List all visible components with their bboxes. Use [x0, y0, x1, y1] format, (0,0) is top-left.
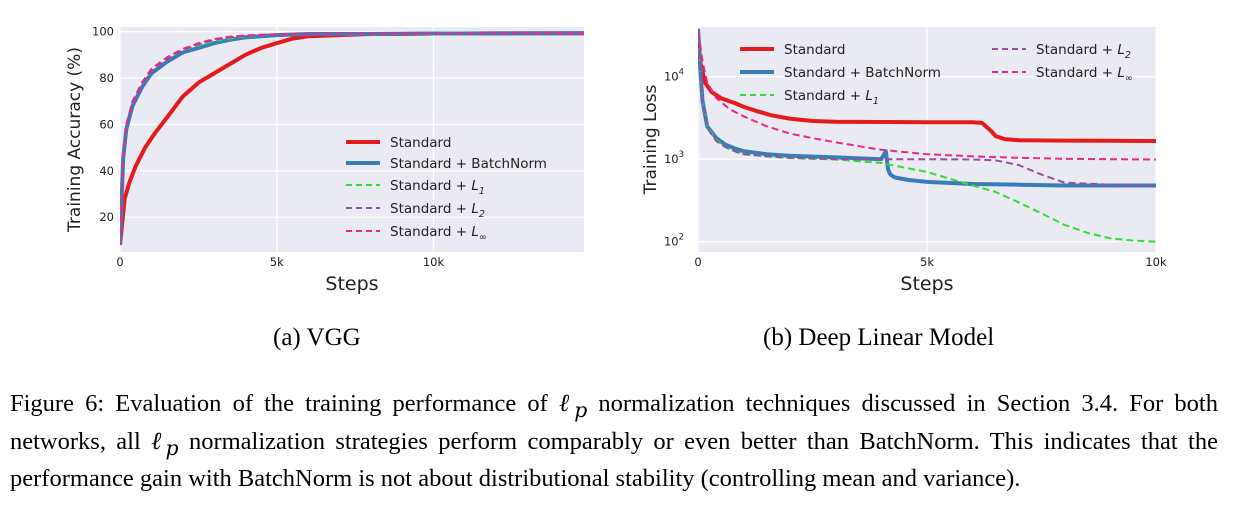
y-tick-label: 80 [99, 71, 114, 85]
x-axis-label: Steps [900, 273, 953, 295]
caption-lp-subscript-2: p [165, 435, 179, 460]
x-axis-label: Steps [325, 273, 378, 295]
legend-label-l: L [471, 224, 479, 240]
caption-text-3: normalization strategies perform compara… [10, 427, 1218, 492]
x-tick-label: 5k [920, 255, 934, 269]
subcaption-deep-linear-model: (b) Deep Linear Model [763, 324, 995, 351]
series-line-3 [698, 30, 1156, 187]
caption-lp-symbol-1: ℓ [558, 388, 575, 417]
figure-caption: Figure 6: Evaluation of the training per… [10, 388, 1218, 493]
x-tick-label: 5k [270, 255, 284, 269]
legend-label: Standard [784, 42, 845, 58]
y-tick-label: 104 [664, 68, 684, 84]
legend-label: Standard + L2 [1036, 42, 1131, 61]
y-axis-label: Training Accuracy (%) [65, 47, 85, 233]
y-tick-label: 103 [664, 150, 684, 166]
series-line-4 [698, 32, 1156, 161]
legend-label: Standard + L1 [784, 88, 879, 107]
subcaption-vgg: (a) VGG [273, 324, 361, 351]
series-line-4 [120, 32, 584, 246]
y-tick-label: 100 [92, 25, 114, 39]
x-tick-label: 10k [1145, 255, 1167, 269]
legend-label: Standard + BatchNorm [784, 65, 941, 81]
chart-vgg-training-accuracy: 0 5k 10k 20 40 60 80 100 Steps Training Accuracy … [65, 25, 584, 295]
caption-text-2: normalization techniques discussed in Se… [10, 390, 1218, 455]
y-tick-exponent: 2 [679, 233, 684, 243]
legend-label-subscript: ∞ [1125, 73, 1133, 84]
legend-label-l: L [1117, 42, 1125, 58]
legend-label: Standard + L1 [390, 178, 485, 197]
legend-label: Standard + L2 [390, 201, 485, 220]
legend-label-l: L [471, 201, 479, 217]
legend-label: Standard + L∞ [390, 224, 487, 243]
legend-label: Standard + L∞ [1036, 65, 1133, 84]
x-tick-label: 0 [694, 255, 701, 269]
caption-lp-symbol-2: ℓ [151, 425, 166, 455]
y-tick-exponent: 3 [679, 150, 684, 160]
legend-label-subscript: 2 [479, 209, 485, 220]
chart-deep-linear-training-loss: 0 5k 10k 102 103 104 Steps Training Loss Standar… [641, 27, 1167, 295]
legend-label-subscript: ∞ [479, 232, 487, 243]
y-tick-exponent: 4 [679, 68, 684, 78]
caption-text-1: Figure 6: Evaluation of the training per… [10, 390, 559, 417]
legend-label: Standard + BatchNorm [390, 156, 547, 172]
legend-label-l: L [1117, 65, 1125, 81]
legend-label: Standard [390, 135, 451, 151]
legend-label-subscript: 1 [873, 96, 879, 107]
y-tick-label: 20 [99, 210, 114, 224]
legend-label-subscript: 1 [479, 186, 485, 197]
y-axis-label: Training Loss [641, 84, 661, 195]
plot-area [120, 27, 584, 252]
legend-label-l: L [865, 88, 873, 104]
caption-lp-subscript-1: p [574, 397, 588, 422]
series-line-0 [698, 31, 1156, 143]
legend-label-subscript: 2 [1125, 50, 1131, 61]
y-tick-label: 102 [664, 233, 684, 249]
y-tick-label: 60 [99, 117, 114, 131]
legend-label-l: L [471, 178, 479, 194]
y-tick-label: 40 [99, 164, 114, 178]
x-tick-label: 10k [423, 255, 445, 269]
x-tick-label: 0 [116, 255, 123, 269]
